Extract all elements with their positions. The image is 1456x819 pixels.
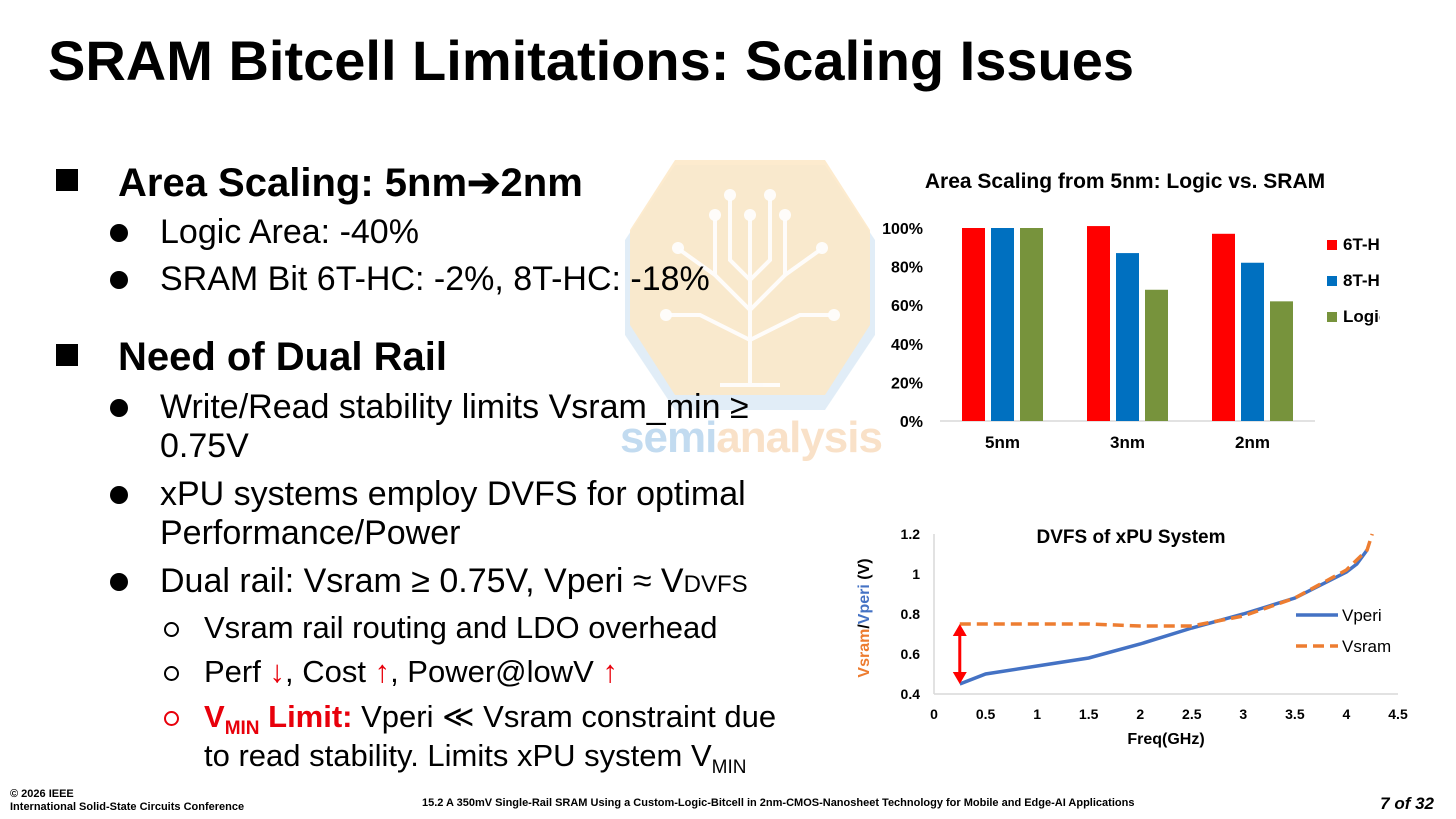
semianalysis-watermark-icon [625,160,875,410]
legend-swatch [1327,240,1337,250]
footer-copyright: © 2026 IEEE International Solid-State Ci… [10,788,245,813]
chart-title: Area Scaling from 5nm: Logic vs. SRAM [925,170,1325,193]
dot-bullet-icon [110,224,128,242]
x-tick-label: 1.5 [1079,706,1099,722]
y-tick-label: 0.8 [901,606,921,622]
bar-logic [1020,228,1043,421]
y-tick-label: 1 [912,566,920,582]
bar-8t-hc [1116,253,1139,421]
y-tick-label: 20% [891,375,923,392]
x-tick-label: 2nm [1235,433,1270,452]
page-number: 7 of 32 [1380,794,1434,813]
series-line-vsram [959,533,1374,628]
area-scaling-bar-chart: Area Scaling from 5nm: Logic vs. SRAM 0% 2… [882,170,1380,452]
bar-logic [1270,301,1293,421]
series-line-vperi [959,548,1369,686]
y-tick-label: 1.2 [901,526,921,542]
x-tick-label: 5nm [985,433,1020,452]
legend-swatch [1327,276,1337,286]
bar-8t-hc [991,228,1014,421]
y-tick-label: 0.4 [901,686,921,702]
circle-bullet-icon [164,622,179,637]
x-tick-label: 3nm [1110,433,1145,452]
square-bullet-icon [56,344,78,366]
footer-paper-title: 15.2 A 350mV Single-Rail SRAM Using a Cu… [422,797,1135,809]
y-tick-label: 40% [891,337,923,354]
y-tick-label: 80% [891,260,923,277]
watermark-text: semianalysis [620,413,883,462]
legend-label: 6T-HC [1343,235,1380,254]
slide-title: SRAM Bitcell Limitations: Scaling Issues [48,29,1135,92]
square-bullet-icon [56,169,78,191]
y-axis-label: Vsram/Vperi (V) [856,558,873,677]
bar-6t-hc [962,228,985,421]
x-tick-label: 4.5 [1388,706,1408,722]
legend-label: Vperi [1342,606,1382,625]
arrow-up-icon [952,624,967,636]
x-tick-label: 0 [930,706,938,722]
up-arrow-icon: ↑ [602,654,618,689]
up-arrow-icon: ↑ [374,654,391,689]
bar-logic [1145,289,1168,421]
bar-6t-hc [1087,226,1110,421]
dot-bullet-icon [110,573,128,591]
legend-label: Logic [1343,307,1380,326]
bar-8t-hc [1241,262,1264,421]
dot-bullet-icon [110,399,128,417]
y-tick-label: 0% [900,414,923,431]
legend-swatch [1327,312,1337,322]
dot-bullet-icon [110,271,128,289]
x-tick-label: 2 [1136,706,1144,722]
y-tick-label: 60% [891,298,923,315]
dot-bullet-icon [110,486,128,504]
x-tick-label: 2.5 [1182,706,1202,722]
x-tick-label: 3 [1239,706,1247,722]
legend-label: 8T-HC [1343,271,1380,290]
x-tick-label: 3.5 [1285,706,1305,722]
y-tick-label: 100% [882,221,923,238]
dvfs-line-chart: DVFS of xPU System 0.4 0.6 0.8 1 1.2 0 0.5 1 1.5 2… [856,526,1408,748]
circle-bullet-icon [164,666,179,681]
down-arrow-icon: ↓ [269,654,285,689]
x-tick-label: 4 [1343,706,1351,722]
x-tick-label: 0.5 [976,706,996,722]
chart-title: DVFS of xPU System [1037,527,1226,548]
y-tick-label: 0.6 [901,646,921,662]
legend-label: Vsram [1342,637,1391,656]
arrow-down-icon [952,672,967,684]
circle-bullet-icon [164,711,179,726]
bar-6t-hc [1212,233,1235,421]
x-tick-label: 1 [1033,706,1041,722]
x-axis-label: Freq(GHz) [1127,731,1204,748]
